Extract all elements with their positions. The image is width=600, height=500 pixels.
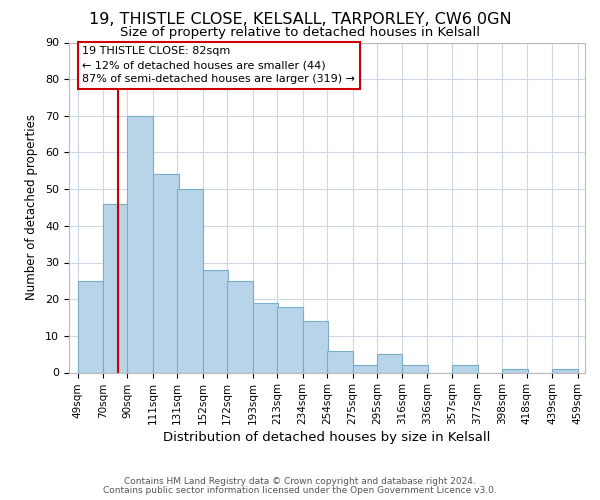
Text: Contains HM Land Registry data © Crown copyright and database right 2024.: Contains HM Land Registry data © Crown c… [124,477,476,486]
Bar [552,369,578,372]
Text: 19 THISTLE CLOSE: 82sqm
← 12% of detached houses are smaller (44)
87% of semi-de: 19 THISTLE CLOSE: 82sqm ← 12% of detache… [82,46,355,84]
Bar [502,369,528,372]
Text: Size of property relative to detached houses in Kelsall: Size of property relative to detached ho… [120,26,480,39]
Bar [327,350,353,372]
Y-axis label: Number of detached properties: Number of detached properties [25,114,38,300]
Bar [77,281,103,372]
Text: 19, THISTLE CLOSE, KELSALL, TARPORLEY, CW6 0GN: 19, THISTLE CLOSE, KELSALL, TARPORLEY, C… [89,12,511,28]
Bar [353,365,378,372]
Bar [277,306,302,372]
Bar [377,354,403,372]
Text: Contains public sector information licensed under the Open Government Licence v3: Contains public sector information licen… [103,486,497,495]
Bar [103,204,128,372]
Bar [227,281,253,372]
Bar [452,365,478,372]
Bar [178,189,203,372]
Bar [302,321,328,372]
X-axis label: Distribution of detached houses by size in Kelsall: Distribution of detached houses by size … [163,432,491,444]
Bar [153,174,179,372]
Bar [203,270,229,372]
Bar [127,116,153,372]
Bar [253,303,278,372]
Bar [403,365,428,372]
